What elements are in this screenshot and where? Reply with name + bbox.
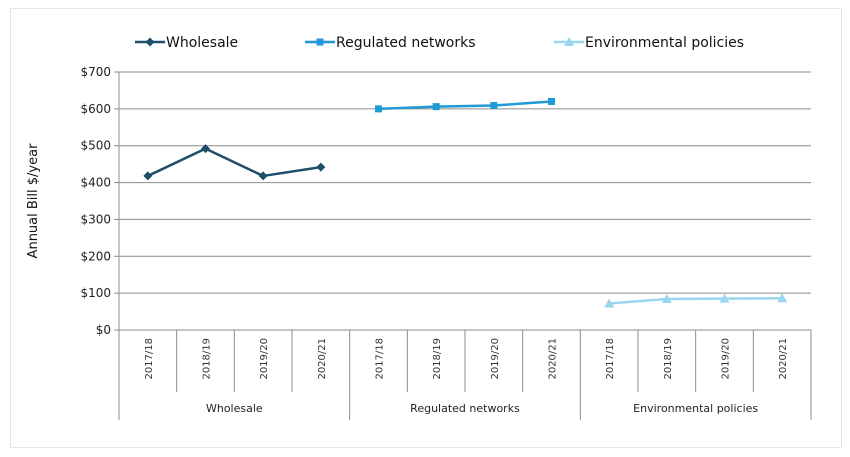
series-line <box>147 147 322 178</box>
data-point <box>375 105 382 113</box>
legend-label: Environmental policies <box>585 35 744 51</box>
y-axis-label: Annual Bill $/year <box>26 143 41 259</box>
x-category-label: 2019/20 <box>259 338 270 380</box>
series-line <box>378 100 552 111</box>
x-category-label: 2019/20 <box>490 338 501 380</box>
legend-marker <box>564 37 574 46</box>
data-point <box>777 293 788 303</box>
gridlines <box>119 71 811 331</box>
x-category-label: 2017/18 <box>605 338 616 380</box>
data-point <box>432 103 440 111</box>
plot-area <box>143 97 788 308</box>
data-point <box>719 293 730 303</box>
y-tick-label: $200 <box>80 249 111 263</box>
x-group-label: Regulated networks <box>410 402 520 415</box>
line-chart: Wholesale Regulated networks Environmental… <box>26 35 812 420</box>
y-tick-label: $300 <box>80 212 111 226</box>
x-category-label: 2018/19 <box>202 338 213 380</box>
data-point <box>201 144 210 154</box>
data-point <box>258 171 268 181</box>
x-category-label: 2017/18 <box>375 338 386 380</box>
legend-marker <box>316 38 324 46</box>
chart-frame: Wholesale Regulated networks Environmental… <box>10 8 842 448</box>
x-category-label: 2020/21 <box>548 338 559 380</box>
data-point <box>604 298 615 308</box>
data-point <box>661 294 672 304</box>
y-tick-label: $500 <box>80 139 111 153</box>
y-tick-label: $100 <box>80 286 111 300</box>
legend-label: Regulated networks <box>336 35 476 51</box>
legend-label: Wholesale <box>166 35 238 51</box>
data-point <box>143 171 153 181</box>
y-tick-label: $600 <box>80 102 111 116</box>
data-point <box>316 162 326 172</box>
x-category-label: 2018/19 <box>432 338 443 380</box>
x-category-label: 2017/18 <box>144 338 155 380</box>
data-point <box>548 97 555 105</box>
y-axis: $0 $100 $200 $300 $400 $500 $600 $700 <box>80 65 120 337</box>
x-axis: 2017/18 2018/19 2019/20 2020/21 Wholesale 201… <box>118 330 812 420</box>
legend: Wholesale Regulated networks Environmental… <box>135 35 744 51</box>
y-tick-label: $0 <box>96 323 111 337</box>
data-point <box>490 102 498 110</box>
x-category-label: 2020/21 <box>778 338 789 380</box>
y-tick-label: $400 <box>80 176 111 190</box>
x-group-label: Wholesale <box>206 402 263 415</box>
x-group-label: Environmental policies <box>633 402 758 415</box>
x-category-label: 2020/21 <box>317 338 328 380</box>
legend-marker <box>145 37 155 47</box>
y-tick-label: $700 <box>80 65 111 79</box>
x-category-label: 2019/20 <box>721 338 732 380</box>
x-category-label: 2018/19 <box>663 338 674 380</box>
series-line <box>609 297 783 305</box>
